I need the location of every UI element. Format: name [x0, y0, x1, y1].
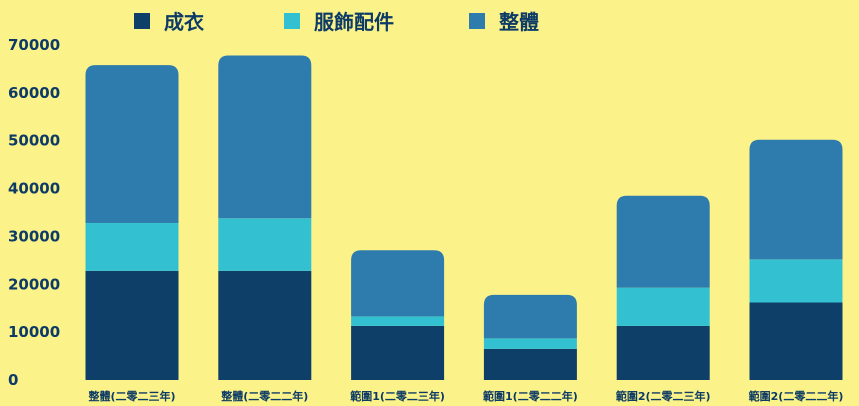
bar-segment [483, 294, 577, 339]
bar-segment [351, 316, 445, 326]
y-tick-label: 60000 [8, 84, 60, 102]
y-tick-label: 40000 [8, 180, 60, 198]
bar-stack [749, 139, 843, 380]
chart-legend: 成衣 服飾配件 整體 [0, 6, 859, 40]
x-category-label: 範圍2(二零二二年) [749, 389, 844, 403]
bar-segment [85, 65, 179, 224]
legend-swatch-apparel [134, 12, 150, 29]
y-tick-label: 70000 [8, 36, 60, 54]
bar-segment [218, 218, 312, 271]
bar-segment [749, 259, 843, 303]
legend-item-apparel: 成衣 [134, 6, 204, 35]
x-category-label: 範圍1(二零二二年) [483, 389, 578, 403]
bar-stack [218, 55, 312, 380]
x-category-label: 範圍2(二零二三年) [616, 389, 711, 403]
legend-item-overall: 整體 [469, 6, 539, 35]
legend-item-accessories: 服飾配件 [284, 6, 394, 35]
x-category-label: 範圍1(二零二三年) [350, 389, 445, 403]
bar-segment [616, 287, 710, 326]
bar-stack [483, 294, 577, 380]
bar-segment [218, 270, 312, 380]
bar-segment [351, 325, 445, 380]
bar-stack [351, 250, 445, 380]
bar-segment [85, 223, 179, 271]
y-tick-label: 50000 [8, 132, 60, 150]
bar-stack [616, 195, 710, 380]
bar-segment [483, 338, 577, 349]
bar-segment [483, 348, 577, 380]
bar-segment [749, 139, 843, 260]
bar-segment [85, 270, 179, 380]
legend-label-accessories: 服飾配件 [314, 10, 394, 34]
bar-segment [218, 55, 312, 219]
bar-segment [351, 250, 445, 317]
legend-label-overall: 整體 [499, 10, 539, 34]
bar-stack [85, 65, 179, 380]
y-tick-label: 30000 [8, 227, 60, 245]
bar-segment [749, 302, 843, 380]
bar-segment [616, 325, 710, 380]
bar-segment [616, 195, 710, 288]
x-category-label: 整體(二零二三年) [87, 389, 175, 403]
legend-swatch-accessories [284, 12, 300, 29]
y-tick-label: 0 [8, 371, 18, 389]
legend-label-apparel: 成衣 [164, 10, 204, 34]
y-tick-label: 20000 [8, 275, 60, 293]
legend-swatch-overall [469, 12, 485, 29]
y-tick-label: 10000 [8, 323, 60, 341]
x-category-label: 整體(二零二二年) [220, 389, 308, 403]
